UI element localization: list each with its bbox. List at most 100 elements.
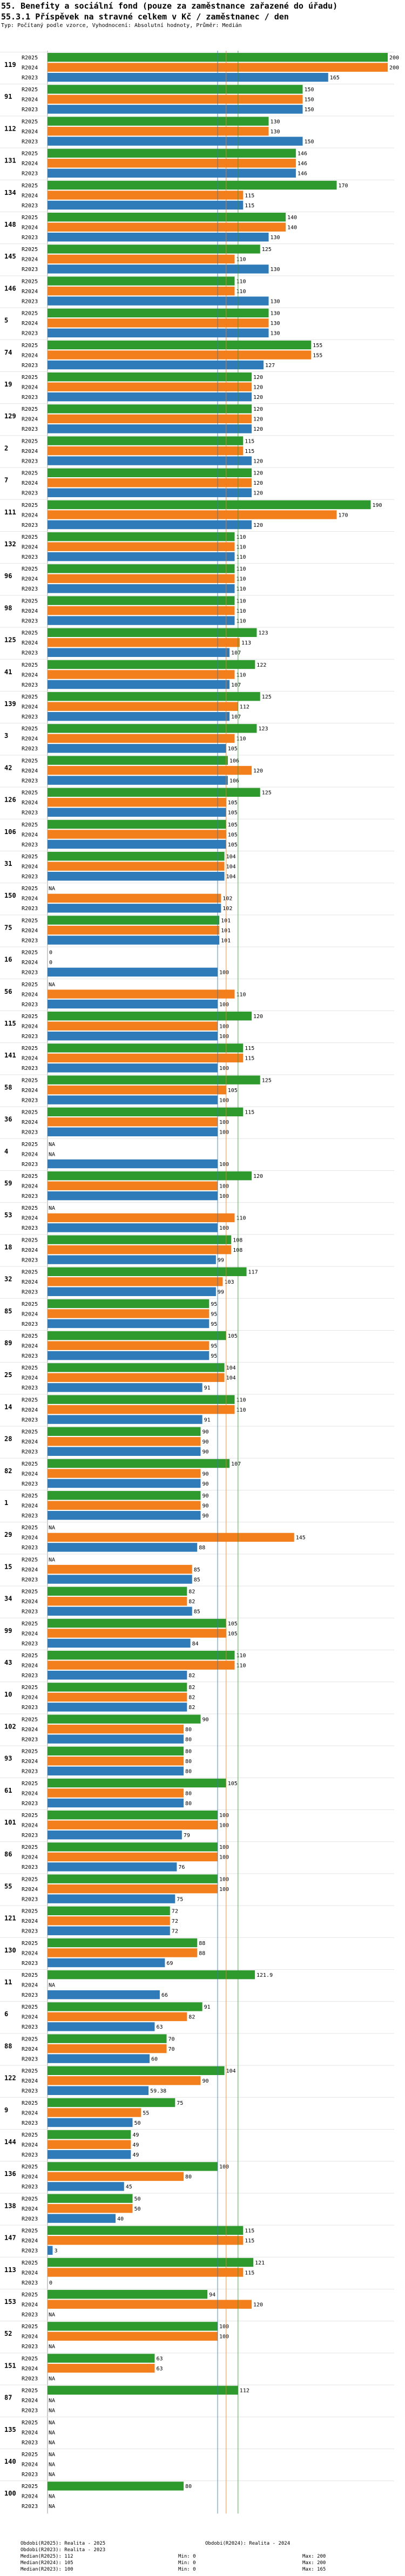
- bar-55-r2023: [48, 1894, 176, 1903]
- bar-value-label: 0: [49, 2280, 52, 2286]
- series-label: R2025: [22, 2004, 38, 2010]
- series-label: R2024: [22, 1631, 38, 1637]
- bar-141-r2024: [48, 1053, 244, 1063]
- series-label: R2024: [22, 1599, 38, 1605]
- group-label-129: 129: [4, 412, 16, 420]
- bar-7-r2024: [48, 478, 252, 487]
- group-label-36: 36: [4, 1116, 12, 1123]
- series-label: R2025: [22, 2388, 38, 2394]
- series-label: R2025: [22, 1941, 38, 1947]
- series-label: R2024: [22, 1216, 38, 1222]
- bar-55-r2025: [48, 1874, 218, 1883]
- bar-74-r2023: [48, 360, 264, 370]
- group-label-125: 125: [4, 636, 16, 644]
- bar-na-label: NA: [49, 2494, 55, 2500]
- group-label-96: 96: [4, 572, 12, 580]
- bar-value-label: 82: [188, 1673, 195, 1679]
- group-label-74: 74: [4, 349, 12, 356]
- bar-31-r2025: [48, 852, 225, 861]
- series-label: R2023: [22, 171, 38, 177]
- series-label: R2024: [22, 1855, 38, 1861]
- series-label: R2025: [22, 694, 38, 700]
- series-label: R2023: [22, 1034, 38, 1040]
- bar-value-label: 90: [202, 1449, 209, 1455]
- series-label: R2024: [22, 2270, 38, 2276]
- bar-126-r2024: [48, 798, 226, 807]
- bar-18-r2024: [48, 1245, 232, 1255]
- bar-value-label: 80: [185, 1791, 192, 1797]
- series-label: R2024: [22, 832, 38, 838]
- bar-value-label: 107: [231, 1461, 241, 1467]
- series-label: R2025: [22, 1972, 38, 1978]
- bar-6-r2025: [48, 2002, 202, 2011]
- series-label: R2025: [22, 438, 38, 444]
- bar-value-label: 120: [253, 1174, 263, 1179]
- series-label: R2025: [22, 1205, 38, 1211]
- bar-value-label: 121: [255, 2260, 265, 2266]
- bar-value-label: 146: [298, 161, 307, 167]
- series-label: R2024: [22, 545, 38, 551]
- bar-value-label: 95: [211, 1344, 217, 1350]
- group-label-15: 15: [4, 1563, 12, 1570]
- bar-value-label: 105: [228, 810, 238, 816]
- bar-11-r2025: [48, 1970, 255, 1980]
- bar-148-r2023: [48, 233, 269, 242]
- bar-value-label: 120: [253, 458, 263, 464]
- series-label: R2025: [22, 1653, 38, 1659]
- series-label: R2023: [22, 2280, 38, 2286]
- group-label-14: 14: [4, 1403, 12, 1411]
- bar-29-r2023: [48, 1543, 198, 1552]
- bar-96-r2024: [48, 574, 235, 584]
- bar-85-r2023: [48, 1319, 210, 1328]
- series-label: R2024: [22, 65, 38, 71]
- bar-93-r2024: [48, 1757, 184, 1766]
- group-label-87: 87: [4, 2394, 12, 2402]
- series-label: R2025: [22, 631, 38, 636]
- series-label: R2025: [22, 87, 38, 93]
- bar-3-r2025: [48, 724, 257, 733]
- bar-value-label: 110: [237, 586, 246, 592]
- series-label: R2023: [22, 1929, 38, 1935]
- series-label: R2024: [22, 1439, 38, 1445]
- bar-4-r2023: [48, 1159, 218, 1169]
- group-label-11: 11: [4, 1978, 12, 1986]
- bar-41-r2023: [48, 680, 230, 689]
- bar-150-r2024: [48, 893, 221, 903]
- bar-value-label: 90: [202, 1471, 209, 1477]
- series-label: R2025: [22, 151, 38, 157]
- bar-34-r2025: [48, 1587, 187, 1596]
- series-label: R2024: [22, 2430, 38, 2436]
- series-label: R2025: [22, 598, 38, 604]
- bar-value-label: 115: [245, 2238, 254, 2244]
- group-label-3: 3: [4, 732, 8, 740]
- bar-82-r2024: [48, 1469, 201, 1478]
- series-label: R2025: [22, 1110, 38, 1116]
- bar-value-label: 150: [305, 87, 314, 93]
- bar-25-r2023: [48, 1383, 202, 1392]
- bar-82-r2025: [48, 1459, 230, 1468]
- series-label: R2024: [22, 1088, 38, 1094]
- bar-86-r2024: [48, 1852, 218, 1862]
- series-label: R2024: [22, 512, 38, 518]
- bar-value-label: 100: [219, 2334, 229, 2340]
- bar-value-label: 115: [245, 449, 254, 455]
- bar-96-r2025: [48, 564, 235, 573]
- series-label: R2024: [22, 2302, 38, 2308]
- bar-value-label: 122: [256, 662, 266, 668]
- bar-value-label: 100: [219, 1194, 229, 1199]
- bar-61-r2024: [48, 1788, 184, 1798]
- bar-125-r2023: [48, 648, 230, 657]
- series-label: R2025: [22, 1237, 38, 1243]
- group-label-101: 101: [4, 1819, 16, 1826]
- bar-146-r2025: [48, 276, 235, 286]
- series-label: R2024: [22, 768, 38, 774]
- group-label-130: 130: [4, 1947, 16, 1954]
- series-label: R2025: [22, 183, 38, 189]
- series-label: R2023: [22, 2312, 38, 2318]
- series-label: R2025: [22, 1525, 38, 1531]
- bar-value-label: 104: [226, 874, 236, 880]
- series-label: R2025: [22, 2260, 38, 2266]
- bar-2-r2023: [48, 456, 252, 465]
- group-label-111: 111: [4, 509, 16, 516]
- series-label: R2023: [22, 426, 38, 432]
